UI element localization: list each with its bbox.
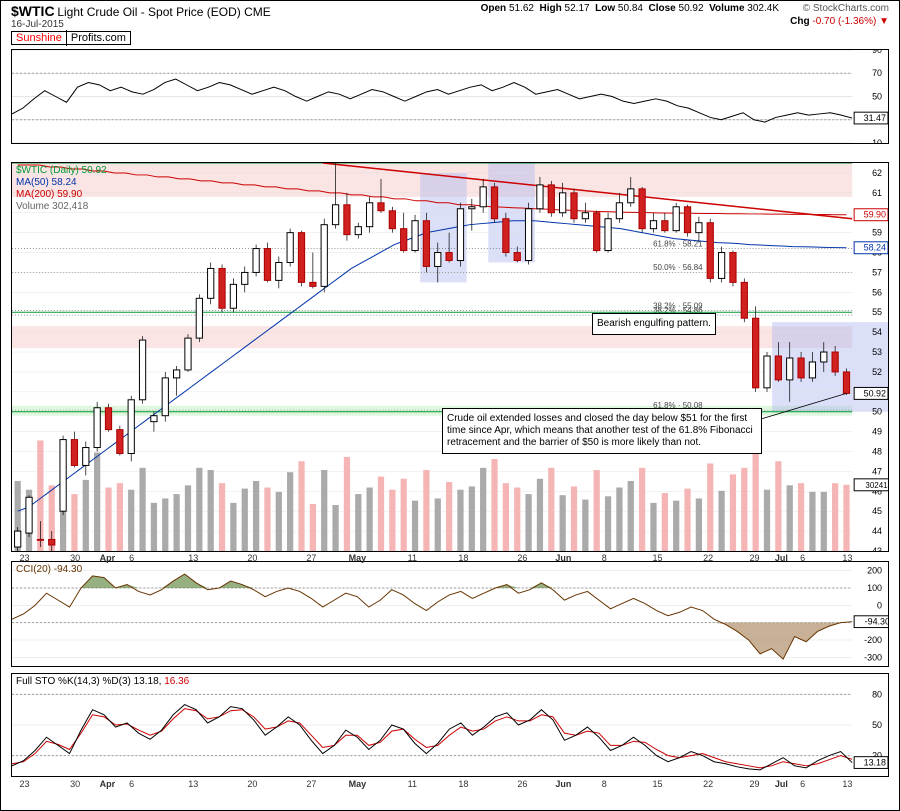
xlabel: 20 <box>247 779 257 789</box>
xlabel: 8 <box>602 779 607 789</box>
svg-text:200: 200 <box>867 566 882 576</box>
svg-text:44: 44 <box>872 526 882 536</box>
svg-text:50.0% · 56.84: 50.0% · 56.84 <box>653 263 703 272</box>
svg-text:49: 49 <box>872 427 882 437</box>
svg-text:50: 50 <box>872 407 882 417</box>
xlabel: 18 <box>458 779 468 789</box>
ohlc-bar: Open 51.62 High 52.17 Low 50.84 Close 50… <box>481 3 779 14</box>
svg-text:31.47: 31.47 <box>864 113 886 123</box>
svg-text:54: 54 <box>872 327 882 337</box>
xlabel: 27 <box>306 553 316 563</box>
svg-text:100: 100 <box>867 583 882 593</box>
svg-text:56: 56 <box>872 287 882 297</box>
xlabel: 18 <box>458 553 468 563</box>
svg-text:55: 55 <box>872 307 882 317</box>
svg-text:-200: -200 <box>864 635 882 645</box>
xlabel: 22 <box>703 779 713 789</box>
xlabel: 27 <box>306 779 316 789</box>
sto-label: Full STO %K(14,3) %D(3) 13.18, 16.36 <box>16 676 189 687</box>
svg-text:0: 0 <box>877 600 882 610</box>
legend-main: $WTIC (Daily) 50.92 <box>16 165 107 176</box>
xlabel: Apr <box>100 779 116 789</box>
price-panel: 4344454647484950515253545556575859606162… <box>11 162 889 552</box>
xlabel: 30 <box>70 779 80 789</box>
symbol-description: Light Crude Oil - Spot Price (EOD) CME <box>57 5 270 19</box>
svg-text:59.90: 59.90 <box>864 210 886 220</box>
xlabel: 8 <box>602 553 607 563</box>
svg-text:45: 45 <box>872 506 882 516</box>
svg-text:52: 52 <box>872 367 882 377</box>
xlabel: May <box>349 779 367 789</box>
xlabel: 11 <box>408 779 417 789</box>
xaxis-indicators: 23 30 Apr 6 13 20 27 May 11 18 26 Jun 8 15 22 29 Jul 6 13 <box>11 779 889 793</box>
legend-volume: Volume 302,418 <box>16 201 88 212</box>
svg-text:62: 62 <box>872 168 882 178</box>
svg-text:58.24: 58.24 <box>864 243 886 253</box>
legend-ma200: MA(200) 59.90 <box>16 189 82 200</box>
svg-text:53: 53 <box>872 347 882 357</box>
svg-text:43: 43 <box>872 546 882 551</box>
xlabel: 22 <box>703 553 713 563</box>
cci-panel: -300-200-1000100200-94.30 CCI(20) -94.30 <box>11 561 889 667</box>
svg-text:90: 90 <box>872 50 882 55</box>
change-line: Chg -0.70 (-1.36%) ▼ <box>790 16 889 27</box>
xlabel: Jul <box>775 779 788 789</box>
svg-text:13.18: 13.18 <box>864 758 886 768</box>
xlabel: Jul <box>775 553 788 563</box>
xlabel: 15 <box>652 779 662 789</box>
svg-text:57: 57 <box>872 267 882 277</box>
xlabel: 13 <box>188 779 198 789</box>
svg-text:50: 50 <box>872 92 882 102</box>
xlabel: 13 <box>188 553 198 563</box>
xlabel: 11 <box>408 553 417 563</box>
svg-text:-94.30: -94.30 <box>865 617 888 627</box>
callout-analysis: Crude oil extended losses and closed the… <box>442 408 762 454</box>
xlabel: Jun <box>555 779 571 789</box>
svg-text:48: 48 <box>872 446 882 456</box>
xlabel: 6 <box>129 779 134 789</box>
xlabel: 30 <box>70 553 80 563</box>
sto-panel: 20508013.18 Full STO %K(14,3) %D(3) 13.1… <box>11 673 889 777</box>
xaxis-price: 23 30 Apr 6 13 20 27 May 11 18 26 Jun 8 15 22 29 Jul 6 13 <box>11 553 889 567</box>
svg-text:-300: -300 <box>864 652 882 662</box>
xlabel: 15 <box>652 553 662 563</box>
xlabel: 6 <box>129 553 134 563</box>
watermark-tag: SunshineProfits.com <box>11 31 131 45</box>
xlabel: 6 <box>800 779 805 789</box>
svg-text:47: 47 <box>872 466 882 476</box>
xlabel: 23 <box>19 779 29 789</box>
xlabel: May <box>349 553 367 563</box>
xlabel: 13 <box>842 779 852 789</box>
svg-text:80: 80 <box>872 689 882 699</box>
xlabel: 26 <box>517 553 527 563</box>
svg-text:59: 59 <box>872 228 882 238</box>
xlabel: Jun <box>555 553 571 563</box>
symbol: $WTIC <box>11 3 55 19</box>
xlabel: Apr <box>100 553 116 563</box>
xlabel: 29 <box>750 553 760 563</box>
rsi-panel: 103050709031.47 <box>11 49 889 144</box>
xlabel: 6 <box>800 553 805 563</box>
svg-text:50.92: 50.92 <box>864 388 886 398</box>
svg-text:61: 61 <box>872 188 882 198</box>
xlabel: 23 <box>19 553 29 563</box>
xlabel: 26 <box>517 779 527 789</box>
svg-text:50: 50 <box>872 720 882 730</box>
callout-bearish: Bearish engulfing pattern. <box>592 313 716 335</box>
chart-date: 16-Jul-2015 <box>11 19 889 30</box>
xlabel: 29 <box>750 779 760 789</box>
source-credit: © StockCharts.com <box>803 3 889 14</box>
svg-text:70: 70 <box>872 68 882 78</box>
svg-text:10: 10 <box>872 138 882 143</box>
legend-ma50: MA(50) 58.24 <box>16 177 77 188</box>
svg-text:302418: 302418 <box>865 481 888 490</box>
xlabel: 20 <box>247 553 257 563</box>
xlabel: 13 <box>842 553 852 563</box>
